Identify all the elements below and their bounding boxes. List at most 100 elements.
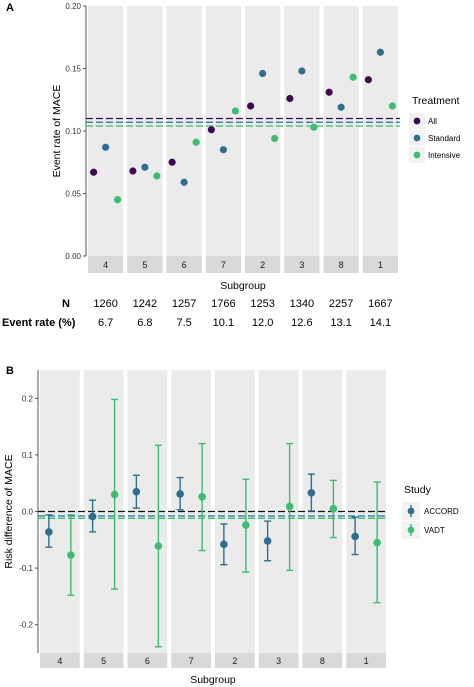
facet-strip-a [245, 256, 281, 273]
point-accord [351, 532, 359, 541]
table-cell: 12.6 [291, 317, 312, 329]
point-intensive [231, 107, 239, 115]
facet-strip-a [284, 256, 320, 273]
point-standard [102, 143, 110, 151]
legend-title-b: Study [404, 484, 432, 496]
y-tick-label-b: -0.2 [19, 621, 33, 630]
point-accord [263, 537, 272, 545]
y-tick-label-a: 0.20 [65, 2, 81, 11]
point-accord [220, 540, 228, 549]
facet-strip-b [302, 653, 343, 668]
point-accord [45, 528, 53, 536]
table-cell: 6.8 [137, 317, 152, 329]
facet-strip-label-a: 5 [142, 260, 147, 270]
facet-strip-label-a: 4 [103, 260, 108, 270]
point-intensive [310, 123, 318, 131]
facet-strip-a [205, 256, 241, 273]
point-intensive [153, 172, 161, 180]
point-standard [376, 48, 384, 56]
facet-strip-label-b: 4 [57, 656, 62, 666]
facet-strip-a [166, 256, 202, 273]
point-vadt [329, 504, 338, 513]
table-cell: 7.5 [176, 317, 191, 329]
table-cell: 1667 [368, 298, 392, 310]
point-intensive [114, 196, 122, 204]
facet-panel-a [127, 6, 163, 256]
table-cell: 1340 [290, 298, 314, 310]
point-all [90, 168, 98, 176]
table-cell: 12.0 [252, 317, 273, 329]
point-accord [176, 490, 184, 498]
point-vadt [154, 542, 163, 550]
table-row-label: N [62, 298, 70, 310]
y-tick-label-b: 0.2 [22, 394, 34, 403]
y-tick-label-a: 0.10 [65, 127, 81, 136]
table-cell: 14.1 [370, 317, 391, 329]
facet-panel-a [166, 6, 202, 256]
point-standard [141, 163, 149, 171]
point-standard [219, 146, 227, 154]
facet-strip-b [83, 653, 124, 668]
point-accord [307, 489, 316, 497]
facet-strip-b [127, 653, 168, 668]
facet-strip-a [362, 256, 398, 273]
point-vadt [242, 521, 250, 529]
y-tick-label-a: 0.00 [65, 252, 81, 261]
y-tick-label-b: -0.1 [19, 564, 33, 573]
y-axis-title-a: Event rate of MACE [51, 85, 63, 178]
facet-strip-label-a: 1 [378, 260, 383, 270]
panel-label-b: B [6, 365, 14, 377]
facet-strip-label-b: 5 [101, 656, 106, 666]
x-axis-title-b: Subgroup [190, 674, 236, 686]
table-cell: 10.1 [213, 317, 234, 329]
facet-strip-label-a: 8 [339, 260, 344, 270]
point-intensive [271, 134, 279, 143]
point-vadt [110, 490, 119, 499]
legend-title-a: Treatment [412, 95, 460, 107]
facet-strip-label-b: 8 [320, 656, 325, 666]
table-cell: 1260 [93, 298, 117, 310]
table-cell: 6.7 [98, 317, 113, 329]
facet-strip-label-b: 1 [364, 656, 369, 666]
point-standard [298, 67, 306, 75]
facet-panel-a [88, 6, 124, 256]
facet-strip-a [88, 256, 124, 273]
point-intensive [349, 73, 357, 81]
facet-strip-label-b: 3 [276, 656, 281, 666]
point-intensive [192, 138, 200, 146]
facet-panel-a [362, 6, 398, 256]
facet-strip-b [171, 653, 211, 668]
point-all [207, 126, 215, 134]
point-vadt [285, 502, 294, 511]
facet-strip-label-a: 3 [299, 260, 304, 270]
y-tick-label-b: 0.0 [22, 508, 34, 517]
facet-strip-b [346, 653, 386, 668]
point-all [286, 94, 294, 103]
legend-key-intensive [413, 151, 421, 159]
point-standard [337, 103, 345, 111]
table-cell: 1253 [250, 298, 274, 310]
legend-key-all [413, 117, 421, 125]
table-row-label: Event rate (%) [2, 317, 76, 329]
facet-strip-label-b: 2 [232, 656, 237, 666]
panel-label-a: A [6, 2, 14, 14]
facet-strip-label-a: 6 [182, 260, 187, 270]
y-tick-label-b: 0.1 [22, 451, 34, 460]
legend-key-accord [407, 507, 415, 515]
y-tick-label-a: 0.05 [65, 190, 81, 199]
facet-strip-label-b: 7 [189, 656, 194, 666]
y-tick-label-a: 0.15 [65, 65, 81, 74]
facet-panel-a [284, 6, 320, 256]
y-axis-title-b: Risk difference of MACE [3, 454, 15, 568]
legend-key-vadt [407, 526, 415, 534]
facet-strip-b [258, 653, 299, 668]
legend-label-accord: ACCORD [424, 507, 459, 516]
legend-label-all: All [428, 117, 437, 126]
point-standard [180, 178, 188, 186]
point-vadt [67, 551, 75, 559]
table-cell: 2257 [329, 298, 353, 310]
point-all [364, 76, 372, 84]
facet-strip-a [127, 256, 163, 273]
point-intensive [388, 102, 396, 110]
